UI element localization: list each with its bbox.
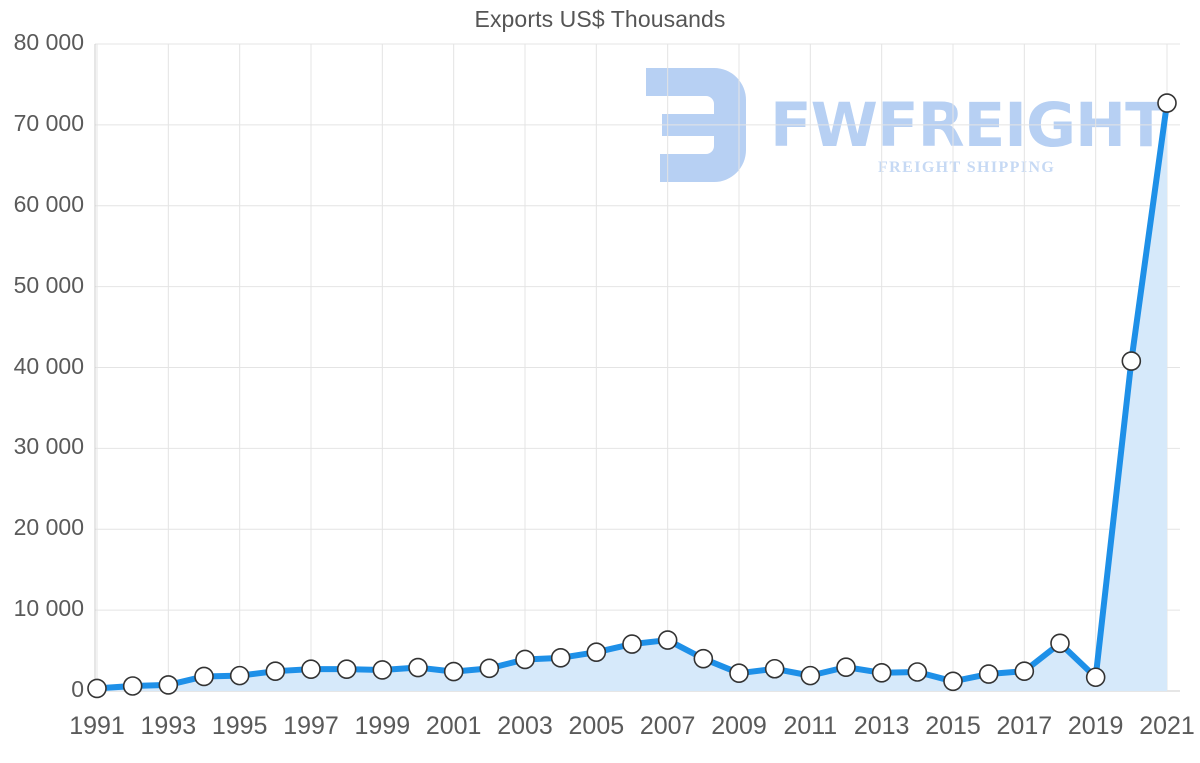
data-point-marker[interactable] [443,661,464,682]
data-point-marker[interactable] [87,678,107,699]
x-axis-tick-label: 1993 [140,712,197,740]
y-axis-tick-label: 80 000 [13,29,84,55]
x-axis-tick-label: 2019 [1067,712,1124,740]
series-area-fill [97,103,1167,692]
data-point-marker[interactable] [622,634,642,654]
data-point-marker[interactable] [586,642,607,662]
x-axis-tick-label: 2009 [711,712,767,740]
data-point-marker[interactable] [693,648,714,669]
x-axis-tick-label: 2001 [425,712,482,740]
x-axis-tick-label: 1999 [354,712,411,740]
y-axis-tick-label: 10 000 [13,595,84,622]
y-axis-tick-label: 60 000 [13,190,84,217]
data-point-marker[interactable] [978,664,999,684]
data-point-marker[interactable] [158,675,179,695]
x-axis-tick-label: 1991 [69,712,125,740]
x-axis-tick-label: 2017 [996,712,1053,740]
chart-title: Exports US$ Thousands [474,6,726,32]
y-axis-tick-label: 30 000 [13,433,84,460]
data-point-marker[interactable] [764,658,785,679]
y-axis-tick-label: 50 000 [13,271,84,298]
x-axis-tick-label: 2011 [783,712,838,740]
data-point-marker[interactable] [871,662,892,683]
data-point-marker[interactable] [122,676,143,696]
data-point-marker[interactable] [515,649,535,670]
series-line [94,100,1170,692]
data-point-marker[interactable] [336,659,357,679]
x-axis-tick-label: 2003 [497,712,553,740]
data-point-marker[interactable] [1014,661,1035,681]
y-axis-tick-label: 70 000 [13,109,84,136]
data-point-marker[interactable] [479,658,500,679]
data-point-marker[interactable] [907,662,928,682]
data-point-marker[interactable] [836,657,856,677]
data-point-marker[interactable] [408,657,428,678]
data-point-marker[interactable] [1121,351,1142,371]
x-axis-tick-label: 2007 [639,712,696,740]
x-axis-tick-label: 2015 [925,712,981,740]
data-point-marker[interactable] [800,665,821,686]
x-axis-tick-label: 1995 [211,712,268,740]
data-point-marker[interactable] [194,666,214,687]
x-axis-tick-label: 2021 [1139,712,1195,740]
data-point-marker[interactable] [550,648,571,668]
data-point-marker[interactable] [729,663,749,684]
series-markers [87,93,1177,699]
horizontal-gridlines [95,43,1180,692]
data-point-marker[interactable] [657,630,678,650]
data-point-marker[interactable] [265,661,286,681]
data-point-marker[interactable] [229,665,250,686]
y-axis-tick-label: 40 000 [13,352,84,379]
y-axis-tick-label: 0 [71,676,84,702]
x-axis-tick-label: 2005 [568,712,625,740]
x-axis-tick-label: 1997 [283,712,339,740]
data-point-marker[interactable] [1050,633,1070,654]
y-axis-tick-label: 20 000 [13,514,84,541]
x-axis-tick-label: 2013 [853,712,910,740]
data-point-marker[interactable] [1085,667,1106,688]
data-point-marker[interactable] [301,659,321,679]
data-point-marker[interactable] [943,671,963,692]
data-point-marker[interactable] [1157,93,1177,113]
data-point-marker[interactable] [372,660,393,680]
